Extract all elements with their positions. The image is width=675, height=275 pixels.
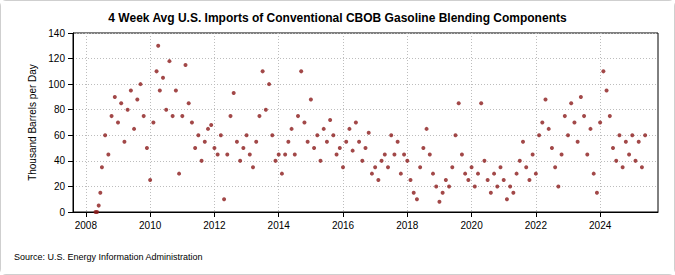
svg-text:100: 100 (48, 79, 65, 90)
svg-text:2024: 2024 (589, 220, 612, 231)
svg-text:2018: 2018 (396, 220, 419, 231)
svg-text:140: 140 (48, 28, 65, 39)
svg-text:20: 20 (54, 181, 66, 192)
svg-text:2016: 2016 (332, 220, 355, 231)
svg-text:2010: 2010 (139, 220, 162, 231)
svg-text:2012: 2012 (203, 220, 226, 231)
svg-text:80: 80 (54, 104, 66, 115)
svg-text:60: 60 (54, 130, 66, 141)
svg-text:40: 40 (54, 155, 66, 166)
svg-text:2022: 2022 (525, 220, 548, 231)
svg-text:120: 120 (48, 53, 65, 64)
svg-text:2020: 2020 (460, 220, 483, 231)
svg-text:Thousand Barrels per Day: Thousand Barrels per Day (27, 64, 38, 181)
svg-text:0: 0 (59, 207, 65, 218)
svg-text:2014: 2014 (268, 220, 291, 231)
svg-text:2008: 2008 (75, 220, 98, 231)
svg-text:4 Week Avg U.S. Imports of Con: 4 Week Avg U.S. Imports of Conventional … (108, 11, 567, 25)
svg-text:Source: U.S. Energy Informatio: Source: U.S. Energy Information Administ… (14, 252, 203, 262)
